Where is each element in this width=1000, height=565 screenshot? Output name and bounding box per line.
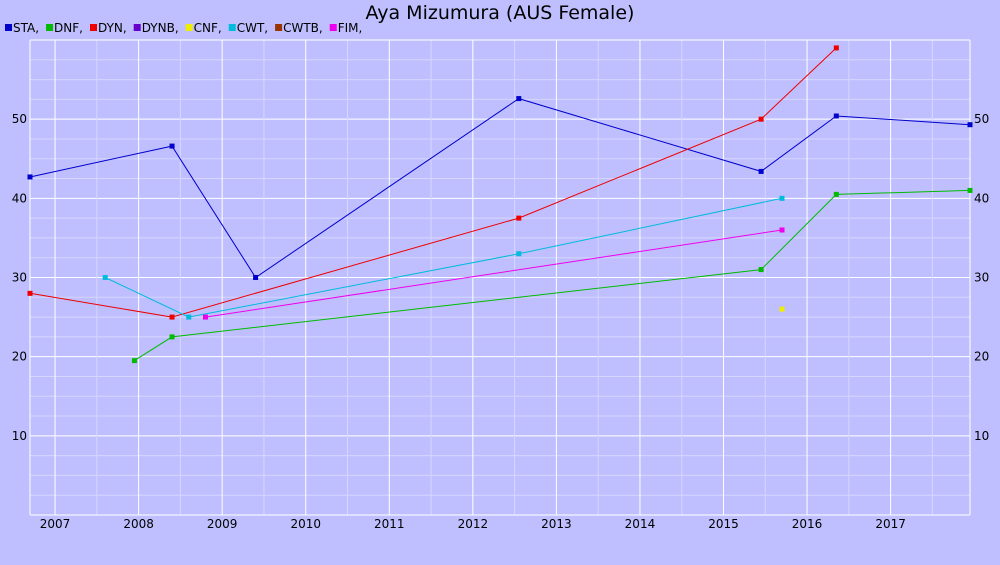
legend-swatch — [5, 24, 12, 31]
x-tick-label: 2008 — [123, 517, 154, 531]
data-point-dyn[interactable] — [833, 45, 839, 51]
data-point-fim[interactable] — [779, 227, 785, 233]
series-line-cwt — [104, 197, 783, 318]
data-point-sta[interactable] — [833, 113, 839, 119]
legend-label: FIM, — [338, 21, 363, 35]
y-tick-label-right: 50 — [974, 112, 989, 126]
legend-swatch — [275, 24, 283, 31]
data-point-dnf[interactable] — [833, 191, 839, 197]
x-tick-label: 2016 — [792, 517, 823, 531]
data-point-cwt[interactable] — [186, 314, 192, 320]
legend-label: CWTB, — [283, 21, 323, 35]
legend-swatch — [185, 24, 193, 31]
data-point-sta[interactable] — [253, 275, 259, 280]
x-tick-label: 2010 — [290, 517, 321, 531]
series-dyn — [27, 45, 839, 320]
legend-swatch — [329, 24, 337, 31]
gridlines — [29, 39, 971, 516]
x-tick-label: 2017 — [875, 517, 906, 531]
y-tick-label-left: 30 — [12, 271, 27, 285]
data-point-cwt[interactable] — [779, 195, 785, 201]
data-point-dyn[interactable] — [758, 116, 764, 122]
data-point-sta[interactable] — [169, 143, 175, 149]
series-cwt — [102, 195, 785, 320]
legend-label: CNF, — [194, 21, 222, 35]
legend-swatch — [89, 24, 97, 31]
data-point-sta[interactable] — [967, 122, 973, 128]
x-tick-label: 2012 — [458, 517, 489, 531]
legend: STA, DNF, DYN, DYNB, CNF, CWT, CWTB, FIM, — [5, 21, 362, 35]
data-point-dyn[interactable] — [169, 314, 175, 320]
x-tick-label: 2014 — [625, 517, 656, 531]
data-point-cwt[interactable] — [102, 275, 108, 280]
data-point-dnf[interactable] — [131, 358, 137, 364]
data-point-sta[interactable] — [758, 168, 764, 174]
y-tick-label-left: 10 — [12, 429, 27, 443]
x-tick-label: 2007 — [40, 517, 71, 531]
data-point-cnf[interactable] — [779, 306, 785, 312]
legend-label: DNF, — [54, 21, 83, 35]
data-point-sta[interactable] — [27, 174, 33, 180]
legend-label: STA, — [13, 21, 39, 35]
y-tick-label-right: 20 — [974, 350, 989, 364]
series-dnf — [131, 187, 973, 364]
series-sta — [27, 96, 973, 280]
x-tick-label: 2013 — [541, 517, 572, 531]
y-tick-label-right: 10 — [974, 429, 989, 443]
data-point-sta[interactable] — [516, 96, 522, 102]
series-line-fim — [205, 229, 783, 318]
series-cnf — [779, 306, 785, 312]
y-tick-label-right: 30 — [974, 271, 989, 285]
y-tick-label-left: 50 — [12, 112, 27, 126]
data-point-dnf[interactable] — [967, 187, 973, 193]
data-point-dyn[interactable] — [27, 290, 33, 296]
data-point-dnf[interactable] — [758, 267, 764, 273]
data-point-fim[interactable] — [202, 314, 208, 320]
legend-swatch — [46, 24, 54, 31]
legend-label: CWT, — [237, 21, 268, 35]
data-point-dnf[interactable] — [169, 334, 175, 340]
legend-label: DYN, — [98, 21, 127, 35]
chart-title: Aya Mizumura (AUS Female) — [366, 2, 635, 24]
x-tick-label: 2015 — [708, 517, 739, 531]
series-fim — [202, 227, 785, 320]
legend-swatch — [133, 24, 141, 31]
data-point-dyn[interactable] — [516, 215, 522, 221]
legend-label: DYNB, — [142, 21, 179, 35]
legend-swatch — [228, 24, 236, 31]
y-tick-label-right: 40 — [974, 191, 989, 205]
y-tick-label-left: 40 — [12, 191, 27, 205]
series-layer — [27, 45, 973, 364]
y-tick-label-left: 20 — [12, 350, 27, 364]
x-tick-label: 2011 — [374, 517, 405, 531]
axis-labels: 2007 2008 2009 2010 2011 2012 2013 2014 2015 2016… — [12, 112, 990, 531]
data-point-cwt[interactable] — [516, 251, 522, 257]
x-tick-label: 2009 — [207, 517, 238, 531]
